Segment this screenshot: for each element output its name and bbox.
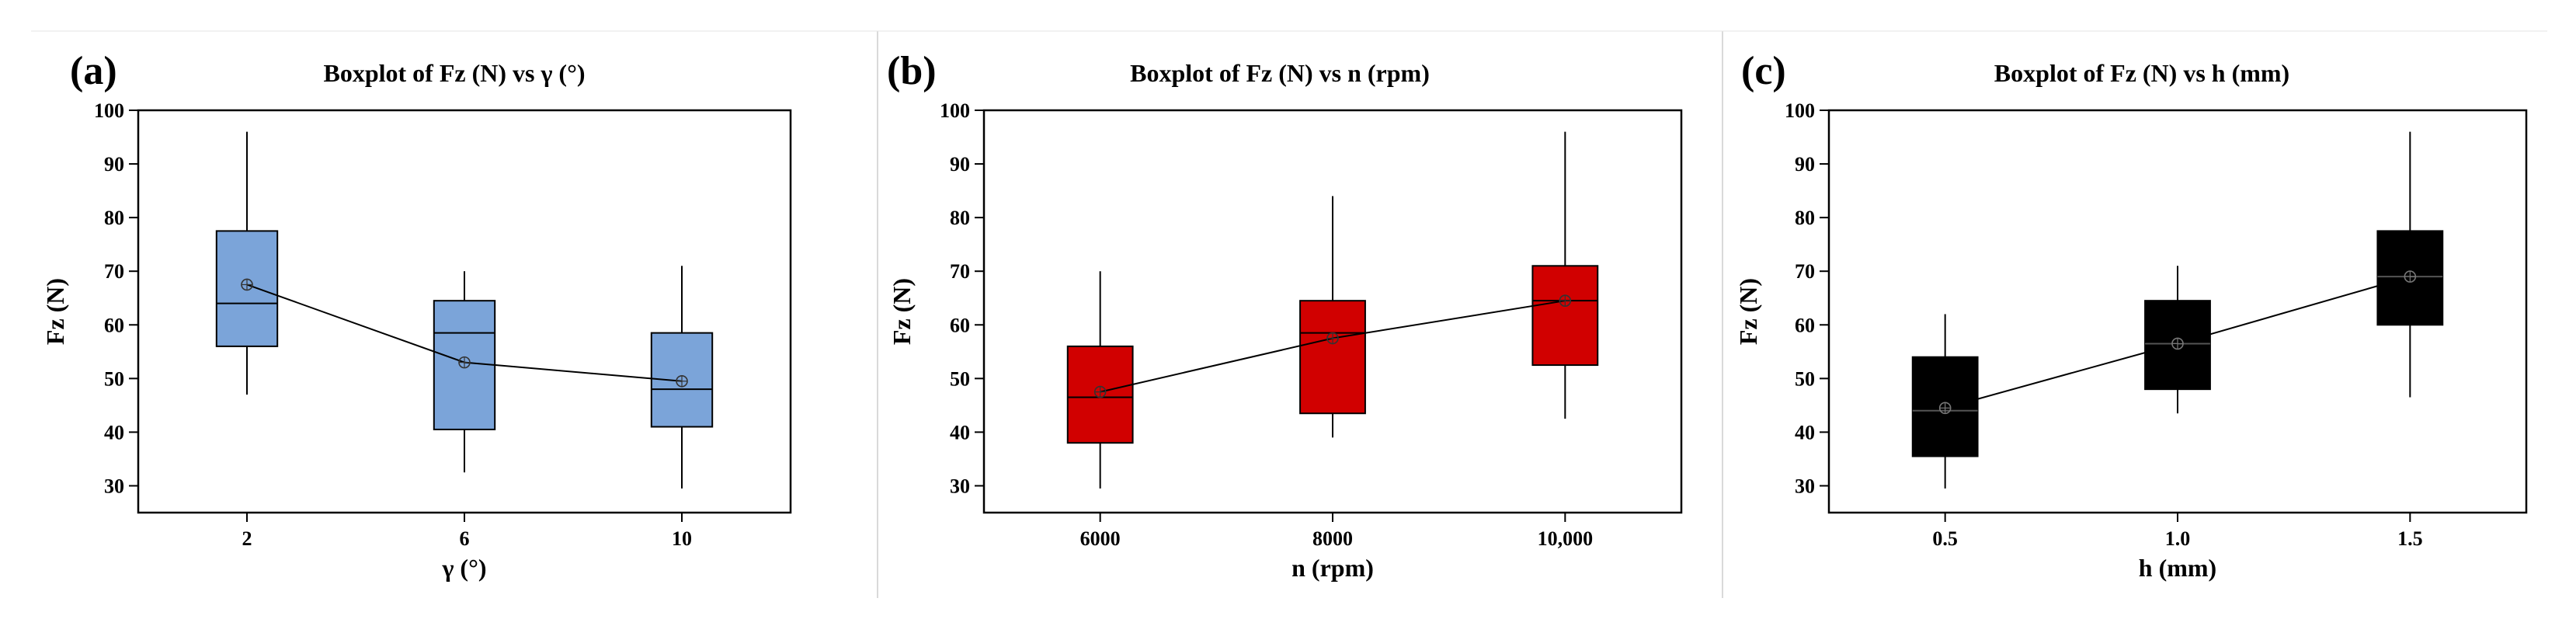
mean-symbol bbox=[241, 278, 253, 291]
y-tick-label: 90 bbox=[104, 153, 124, 176]
mean-symbol bbox=[676, 374, 688, 388]
mean-symbol bbox=[1093, 385, 1107, 398]
y-tick-label: 60 bbox=[950, 314, 970, 336]
y-tick-label: 40 bbox=[104, 421, 124, 443]
x-tick-label: 2 bbox=[242, 527, 252, 550]
y-tick-label: 40 bbox=[950, 421, 970, 443]
y-tick-label: 30 bbox=[950, 475, 970, 497]
y-tick-label: 80 bbox=[1795, 207, 1815, 229]
box bbox=[1531, 265, 1599, 367]
box bbox=[1299, 300, 1366, 415]
plot-panel-3: 30 40 50 60 70 80 90 100 0.5 1.0 1.5 h (mm) Fz (N) bbox=[1734, 99, 2528, 582]
y-tick-label: 100 bbox=[940, 99, 970, 122]
y-tick-label: 90 bbox=[1795, 153, 1815, 176]
x-tick-label: 10,000 bbox=[1538, 527, 1594, 550]
y-tick-label: 80 bbox=[950, 207, 970, 229]
y-tick-label: 70 bbox=[104, 260, 124, 283]
chart-title-c: Boxplot of Fz (N) vs h (mm) bbox=[1994, 59, 2290, 87]
panel-label-a: (a) bbox=[70, 49, 117, 93]
x-tick-label: 0.5 bbox=[1932, 527, 1958, 550]
mean-symbol bbox=[1938, 402, 1952, 415]
x-tick-label: 8000 bbox=[1312, 527, 1353, 550]
x-tick-label: 1.0 bbox=[2165, 527, 2191, 550]
y-tick-label: 100 bbox=[1785, 99, 1815, 122]
y-axis-label: Fz (N) bbox=[1734, 278, 1762, 345]
y-tick-label: 30 bbox=[1795, 475, 1815, 497]
chart-title-a: Boxplot of Fz (N) vs γ (°) bbox=[323, 59, 586, 87]
y-tick-label: 70 bbox=[1795, 260, 1815, 283]
panel-label-c: (c) bbox=[1741, 49, 1786, 93]
x-tick-label: 6000 bbox=[1080, 527, 1121, 550]
mean-symbol bbox=[2404, 270, 2417, 283]
x-axis-label: n (rpm) bbox=[1291, 554, 1374, 582]
mean-symbol bbox=[2171, 337, 2184, 350]
y-tick-label: 40 bbox=[1795, 421, 1815, 443]
plot-panel-1: 30 40 50 60 70 80 90 100 2 6 10 γ (°) Fz (N) bbox=[41, 99, 792, 582]
y-axis-label: Fz (N) bbox=[888, 278, 916, 345]
panel-label-b: (b) bbox=[887, 49, 937, 93]
y-tick-label: 50 bbox=[950, 367, 970, 390]
y-tick-label: 50 bbox=[1795, 367, 1815, 390]
y-tick-label: 60 bbox=[104, 314, 124, 336]
y-tick-label: 70 bbox=[950, 260, 970, 283]
y-tick-label: 80 bbox=[104, 207, 124, 229]
x-tick-label: 1.5 bbox=[2397, 527, 2423, 550]
y-tick-label: 30 bbox=[104, 475, 124, 497]
mean-symbol bbox=[458, 356, 471, 369]
y-tick-label: 60 bbox=[1795, 314, 1815, 336]
mean-symbol bbox=[1326, 332, 1339, 345]
x-axis-label: h (mm) bbox=[2139, 554, 2216, 582]
box bbox=[433, 300, 496, 430]
x-axis-label: γ (°) bbox=[441, 554, 486, 582]
y-tick-label: 90 bbox=[950, 153, 970, 176]
y-tick-label: 100 bbox=[94, 99, 124, 122]
x-tick-label: 10 bbox=[672, 527, 692, 550]
y-tick-label: 50 bbox=[104, 367, 124, 390]
mean-symbol bbox=[1559, 294, 1572, 307]
y-axis-label: Fz (N) bbox=[41, 278, 69, 345]
x-tick-label: 6 bbox=[460, 527, 470, 550]
chart-title-b: Boxplot of Fz (N) vs n (rpm) bbox=[1130, 59, 1430, 87]
plot-panel-2: 30 40 50 60 70 80 90 100 6000 8000 10,000 n (rpm) Fz… bbox=[888, 99, 1683, 582]
